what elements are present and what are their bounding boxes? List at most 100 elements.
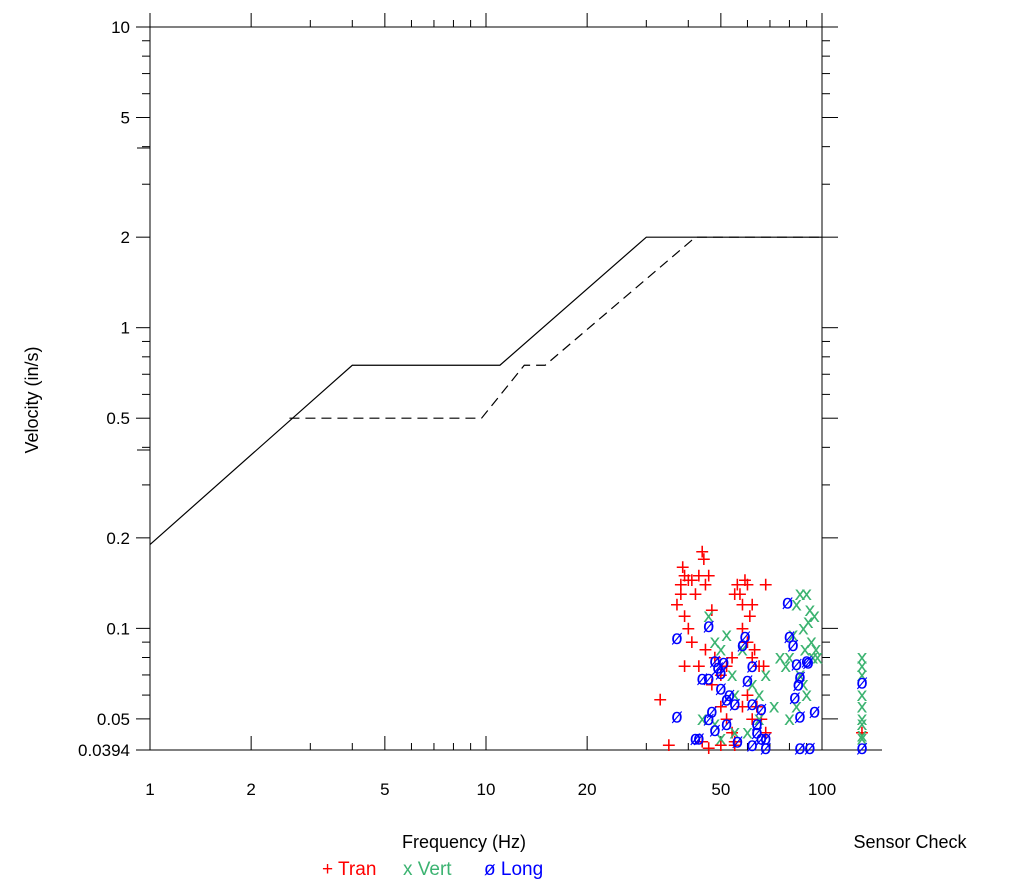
y-tick-label: 0.2 [106,529,130,548]
point-vert: x [798,617,809,639]
point-tran: + [677,564,693,586]
point-vert: x [784,647,795,669]
y-tick-label: 1 [121,319,130,338]
point-tran: + [698,639,714,661]
point-long: ø [789,686,801,708]
point-vert: x [809,605,820,627]
point-long: ø [721,713,733,735]
point-vert: x [721,624,732,646]
limit-line-solid [149,236,822,546]
point-tran: + [701,737,717,759]
point-vert: x [709,631,720,653]
point-long: ø [746,734,758,756]
point-long: ø [751,713,763,735]
point-vert: x [768,695,779,717]
point-tran: + [751,655,767,677]
y-axis-ticks: 10 5 2 1 0.5 0.2 0.1 0.05 0.0394 [78,18,838,760]
point-tran: + [680,617,696,639]
legend-item-vert: x Vert [403,859,452,880]
point-vert: x [729,684,740,706]
point-long: ø [709,650,721,672]
point-vert: x [780,655,791,677]
sensor-check-label: Sensor Check [853,832,967,852]
point-tran: + [691,655,707,677]
point-long: ø [782,591,794,613]
point-vert: x [856,728,867,750]
point-long: ø [712,657,724,679]
point-vert: x [794,583,805,605]
point-long: ø [696,668,708,690]
point-vert: x [742,722,753,744]
point-long: ø [794,737,806,759]
x-tick-label: 1 [145,780,154,799]
point-vert: x [754,708,765,730]
point-vert: x [747,674,758,696]
point-tran: + [694,731,710,753]
point-long: ø [751,722,763,744]
point-long: ø [706,700,718,722]
point-tran: + [732,583,748,605]
point-tran: + [742,605,758,627]
point-vert: x [754,684,765,706]
point-tran: + [737,569,753,591]
point-vert: x [806,631,817,653]
point-vert: x [784,708,795,730]
point-tran: + [684,569,700,591]
point-vert: x [856,725,867,747]
point-tran: + [727,583,743,605]
point-tran: + [724,647,740,669]
point-long: ø [746,693,758,715]
point-tran: + [701,564,717,586]
point-vert: x [697,708,708,730]
point-vert: x [801,684,812,706]
point-tran: + [747,639,763,661]
point-tran: + [713,664,729,686]
point-tran: + [694,541,710,563]
point-vert: x [856,655,867,677]
point-long: ø [739,625,751,647]
point-vert: x [810,639,821,661]
point-vert: x [799,639,810,661]
point-long: ø [729,693,741,715]
y-tick-label: 0.5 [106,409,130,428]
point-vert: x [737,639,748,661]
point-long: ø [742,670,754,692]
point-tran: + [696,548,712,570]
point-tran: + [713,734,729,756]
point-vert: x [804,599,815,621]
y-tick-label: 0.05 [97,710,130,729]
point-tran: + [739,631,755,653]
point-tran: + [687,583,703,605]
point-long: ø [715,662,727,684]
point-vert: x [703,605,714,627]
point-tran: + [713,695,729,717]
point-long: ø [746,655,758,677]
point-long: ø [671,627,683,649]
point-tran: + [854,722,870,744]
point-vert: x [812,647,823,669]
point-vert: x [715,728,726,750]
point-tran: + [698,573,714,595]
point-tran: + [704,674,720,696]
point-long: ø [794,705,806,727]
point-tran: + [677,605,693,627]
legend: + Tran x Vert ø Long [322,859,543,880]
point-tran: + [704,599,720,621]
point-tran: + [673,583,689,605]
point-long: ø [693,728,705,750]
point-long: ø [703,708,715,730]
point-vert: x [715,639,726,661]
point-tran: + [669,594,685,616]
point-long: ø [792,674,804,696]
x-tick-label: 5 [380,780,389,799]
point-vert: x [791,695,802,717]
point-long: ø [690,728,702,750]
point-long: ø [760,728,772,750]
point-vert: x [787,624,798,646]
point-tran: + [719,708,735,730]
y-tick-label: 2 [121,228,130,247]
point-tran: + [652,689,668,711]
point-tran: + [735,617,751,639]
y-tick-label: 5 [121,109,130,128]
